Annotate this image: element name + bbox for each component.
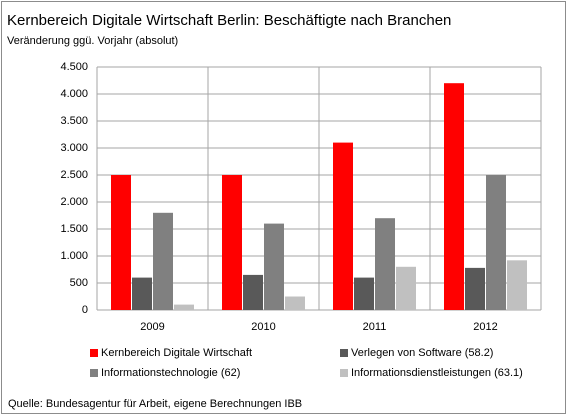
- x-tick-label: 2012: [473, 321, 497, 333]
- legend-swatch: [340, 349, 348, 357]
- bar: [375, 218, 395, 310]
- bar: [465, 267, 485, 310]
- bar: [243, 274, 263, 310]
- bar: [111, 175, 131, 310]
- y-tick-label: 500: [70, 277, 88, 289]
- x-tick-label: 2011: [363, 321, 387, 333]
- y-tick-label: 3.000: [60, 142, 88, 154]
- bar: [222, 175, 242, 310]
- legend-swatch: [90, 349, 98, 357]
- y-tick-label: 1.000: [60, 250, 88, 262]
- x-tick-label: 2009: [140, 321, 164, 333]
- legend-swatch: [340, 369, 348, 377]
- x-tick-label: 2010: [251, 321, 275, 333]
- y-tick-label: 2.000: [60, 196, 88, 208]
- bar: [486, 175, 506, 310]
- bar: [507, 260, 527, 310]
- legend-swatch: [90, 369, 98, 377]
- bar: [174, 304, 194, 310]
- chart-subtitle: Veränderung ggü. Vorjahr (absolut): [7, 35, 178, 47]
- bar: [396, 266, 416, 310]
- y-tick-label: 0: [82, 304, 88, 316]
- legend-label: Informationsdienstleistungen (63.1): [351, 367, 523, 379]
- bar: [285, 296, 305, 310]
- legend-label: Kernbereich Digitale Wirtschaft: [101, 347, 252, 359]
- bar: [132, 277, 152, 310]
- bar: [354, 277, 374, 310]
- bar: [333, 142, 353, 310]
- y-tick-label: 1.500: [60, 223, 88, 235]
- bar: [444, 83, 464, 310]
- bar: [264, 223, 284, 310]
- bar: [153, 212, 173, 310]
- chart-title: Kernbereich Digitale Wirtschaft Berlin: …: [7, 12, 451, 29]
- source: Quelle: Bundesagentur für Arbeit, eigene…: [8, 398, 302, 410]
- y-tick-label: 2.500: [60, 169, 88, 181]
- legend-label: Informationstechnologie (62): [101, 367, 240, 379]
- y-tick-label: 3.500: [60, 115, 88, 127]
- y-tick-label: 4.500: [60, 61, 88, 73]
- y-tick-label: 4.000: [60, 88, 88, 100]
- legend-label: Verlegen von Software (58.2): [351, 347, 493, 359]
